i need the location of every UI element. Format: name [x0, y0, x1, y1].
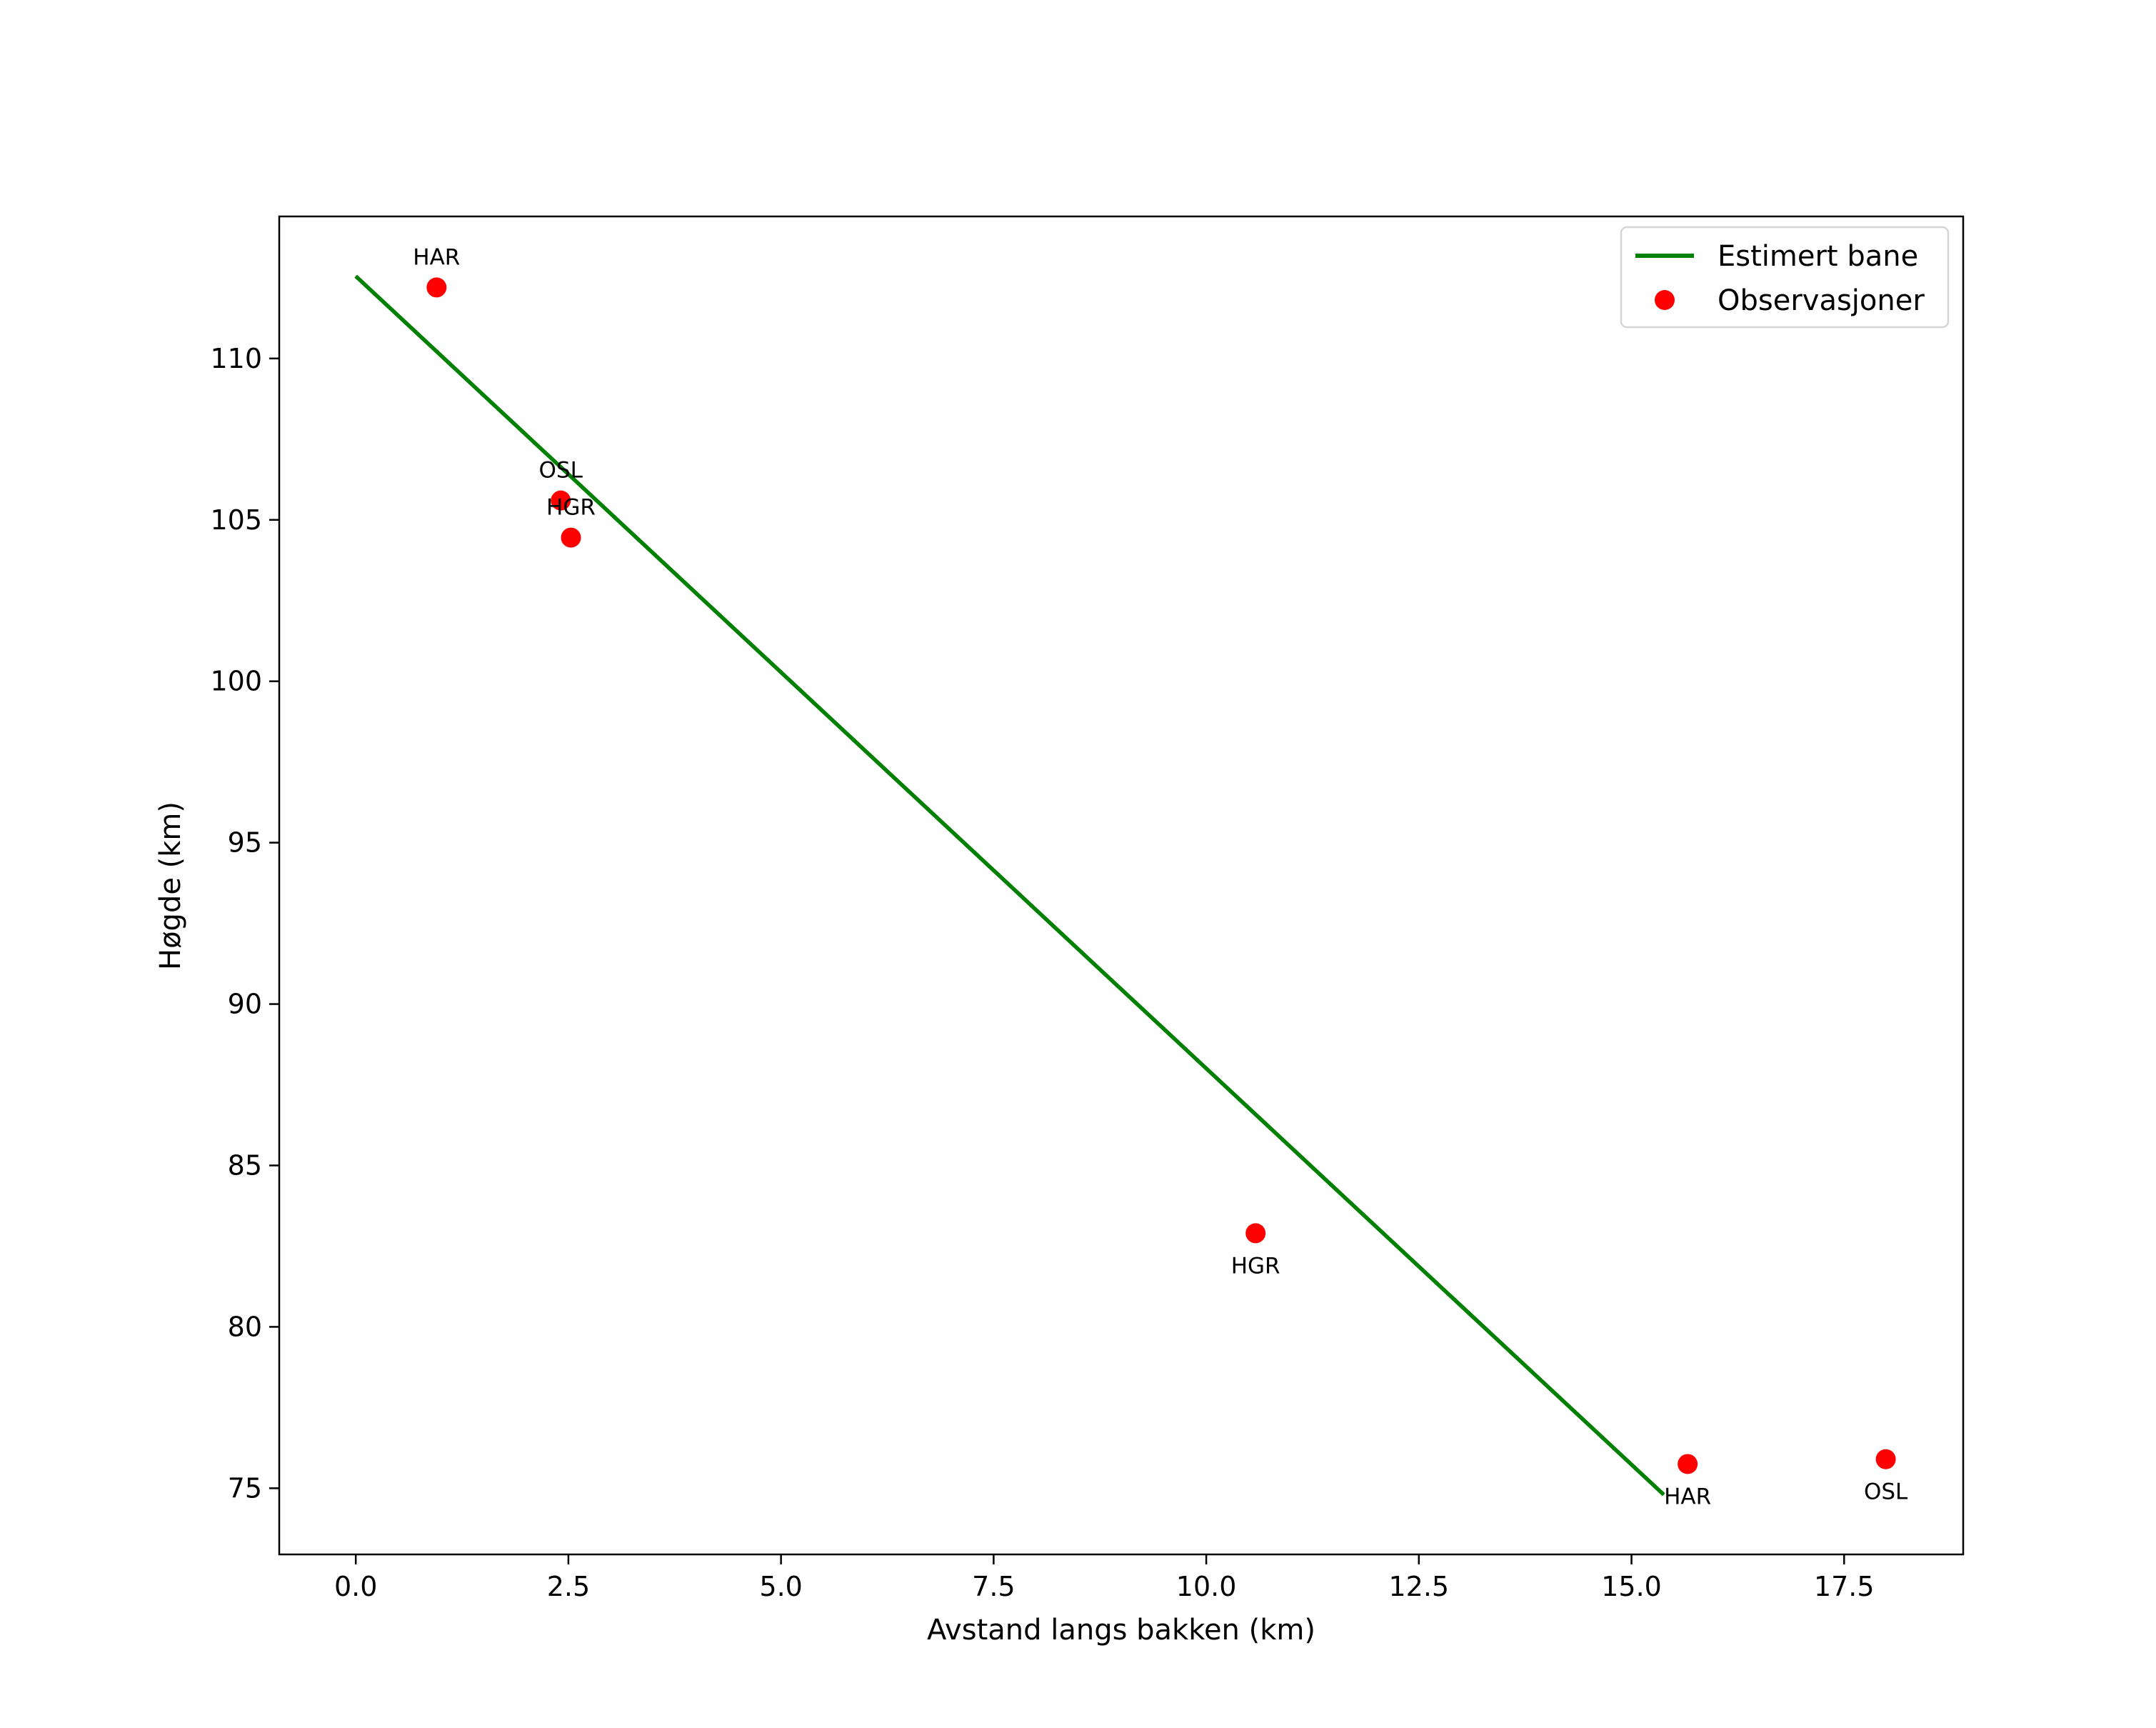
x-tick-label: 17.5 [1814, 1571, 1875, 1602]
x-axis-label: Avstand langs bakken (km) [927, 1614, 1315, 1647]
observation-label: OSL [539, 458, 583, 484]
legend-label-scatter: Observasjoner [1718, 284, 1925, 317]
observation-point-osl [1875, 1449, 1896, 1469]
y-tick-label: 105 [210, 504, 262, 536]
x-tick-label: 15.0 [1601, 1571, 1662, 1602]
y-tick-label: 95 [228, 827, 262, 859]
y-axis-label: Høgde (km) [154, 801, 187, 970]
y-tick-label: 100 [210, 666, 262, 697]
observation-label: HAR [1664, 1484, 1711, 1509]
legend-label-line: Estimert bane [1718, 240, 1918, 273]
x-tick-label: 10.0 [1176, 1571, 1237, 1602]
observation-point-har [426, 277, 447, 298]
legend-box [1620, 226, 1950, 329]
x-tick-label: 12.5 [1389, 1571, 1450, 1602]
x-tick-label: 5.0 [759, 1571, 802, 1602]
estimated-trajectory-line [354, 274, 1665, 1497]
y-tick-label: 75 [228, 1472, 262, 1504]
observation-label: HGR [546, 495, 596, 521]
observation-label: OSL [1864, 1479, 1908, 1505]
legend: Estimert bane Observasjoner [1620, 226, 1950, 329]
y-tick-label: 80 [228, 1311, 262, 1342]
observation-point-hgr [561, 527, 581, 548]
x-tick-label: 2.5 [547, 1571, 590, 1602]
observation-point-har [1678, 1454, 1698, 1474]
axes-frame [278, 215, 1965, 1556]
y-tick-label: 110 [210, 343, 262, 374]
observation-label: HAR [413, 244, 460, 270]
y-tick-label: 85 [228, 1149, 262, 1181]
legend-marker-icon [1655, 290, 1675, 310]
observation-point-osl [551, 490, 571, 511]
observation-label: HGR [1231, 1253, 1280, 1279]
observation-point-hgr [1245, 1223, 1266, 1244]
x-tick-label: 0.0 [334, 1571, 377, 1602]
y-tick-label: 90 [228, 989, 262, 1020]
x-tick-label: 7.5 [972, 1571, 1015, 1602]
